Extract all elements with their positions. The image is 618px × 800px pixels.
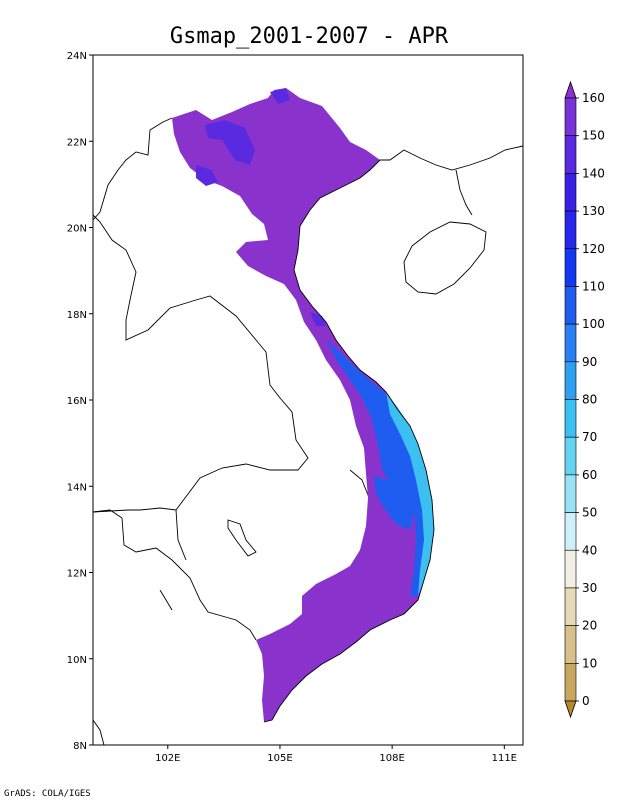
precip-patch-hue bbox=[310, 312, 326, 326]
precip-highland-northwest bbox=[205, 120, 255, 165]
latitude-ticks: 24N 22N 20N 18N 16N 14N 12N 10N 8N bbox=[67, 51, 93, 752]
lat-tick-label: 22N bbox=[67, 137, 87, 148]
lat-tick-label: 8N bbox=[73, 741, 87, 752]
colorbar-segment bbox=[564, 97, 577, 136]
lat-tick-label: 24N bbox=[67, 51, 87, 62]
border-inner bbox=[175, 509, 187, 561]
border-cambodia-south bbox=[92, 509, 257, 641]
colorbar-segment bbox=[564, 361, 577, 400]
colorbar-segment bbox=[564, 135, 577, 174]
lat-tick-label: 18N bbox=[67, 310, 87, 321]
colorbar-tick-label: 20 bbox=[582, 619, 597, 633]
colorbar-tick-label: 50 bbox=[582, 506, 597, 520]
footer-credit: GrADS: COLA/IGES bbox=[4, 789, 91, 799]
border-peninsula bbox=[92, 719, 105, 746]
colorbar-tick-label: 0 bbox=[582, 694, 590, 708]
vietnam-precip bbox=[172, 88, 434, 722]
lon-tick-label: 102E bbox=[155, 753, 180, 764]
colorbar-tick-label: 40 bbox=[582, 543, 597, 557]
precip-coastal-central bbox=[326, 340, 430, 596]
colorbar-tick-label: 80 bbox=[582, 393, 597, 407]
colorbar-segment bbox=[564, 512, 577, 551]
colorbar-tick-label: 30 bbox=[582, 581, 597, 595]
colorbar-segment bbox=[564, 210, 577, 250]
colorbar-segment bbox=[564, 474, 577, 513]
colorbar-tick-label: 60 bbox=[582, 468, 597, 482]
colorbar-segment bbox=[564, 286, 577, 325]
colorbar-segment bbox=[564, 323, 577, 363]
precip-patch-northeast bbox=[270, 88, 290, 104]
tonle-sap-lake bbox=[227, 519, 257, 557]
colorbar-tick-label: 100 bbox=[582, 317, 605, 331]
colorbar-segment bbox=[564, 587, 577, 626]
longitude-ticks: 102E 105E 108E 111E bbox=[155, 745, 517, 764]
colorbar-top-arrow bbox=[564, 80, 577, 99]
lat-tick-label: 10N bbox=[67, 655, 87, 666]
lon-tick-label: 105E bbox=[267, 753, 292, 764]
colorbar-tick-label: 90 bbox=[582, 355, 597, 369]
border-laos-north bbox=[92, 117, 173, 221]
colorbar-tick-label: 110 bbox=[582, 279, 605, 293]
lat-tick-label: 14N bbox=[67, 482, 87, 493]
colorbar-tick-label: 140 bbox=[582, 166, 605, 180]
lon-tick-label: 108E bbox=[379, 753, 404, 764]
colorbar-tick-label: 10 bbox=[582, 656, 597, 670]
guangxi-guangdong-coast bbox=[370, 145, 524, 171]
border-laos-cambodia-thailand bbox=[92, 214, 309, 513]
colorbar-segment bbox=[564, 248, 577, 287]
lat-tick-label: 20N bbox=[67, 224, 87, 235]
colorbar-tick-label: 120 bbox=[582, 242, 605, 256]
colorbar-segment bbox=[564, 663, 577, 702]
lat-tick-label: 16N bbox=[67, 396, 87, 407]
figure-title: Gsmap_2001-2007 - APR bbox=[170, 24, 449, 49]
vietnam-land-mass bbox=[172, 88, 434, 722]
coast-gulf bbox=[159, 589, 173, 611]
colorbar-tick-label: 70 bbox=[582, 430, 597, 444]
precip-coastal-cyan bbox=[386, 392, 434, 596]
colorbar-bottom-arrow bbox=[564, 700, 577, 719]
colorbar-tick-label: 130 bbox=[582, 204, 605, 218]
colorbar-segment bbox=[564, 549, 577, 589]
hainan-island bbox=[403, 221, 487, 295]
colorbar-segment bbox=[564, 399, 577, 438]
precip-highland-central bbox=[374, 476, 414, 530]
vietnam-coastline bbox=[263, 159, 435, 723]
lat-tick-label: 12N bbox=[67, 569, 87, 580]
leizhou-peninsula bbox=[455, 169, 473, 216]
colorbar-segment bbox=[564, 436, 577, 476]
china-coast bbox=[370, 145, 524, 295]
lon-tick-label: 111E bbox=[492, 753, 517, 764]
colorbar-segment bbox=[564, 625, 577, 664]
precip-patch-north bbox=[196, 165, 218, 186]
colorbar-tick-label: 160 bbox=[582, 91, 605, 105]
colorbar-segment bbox=[564, 173, 577, 212]
colorbar-tick-label: 150 bbox=[582, 129, 605, 143]
